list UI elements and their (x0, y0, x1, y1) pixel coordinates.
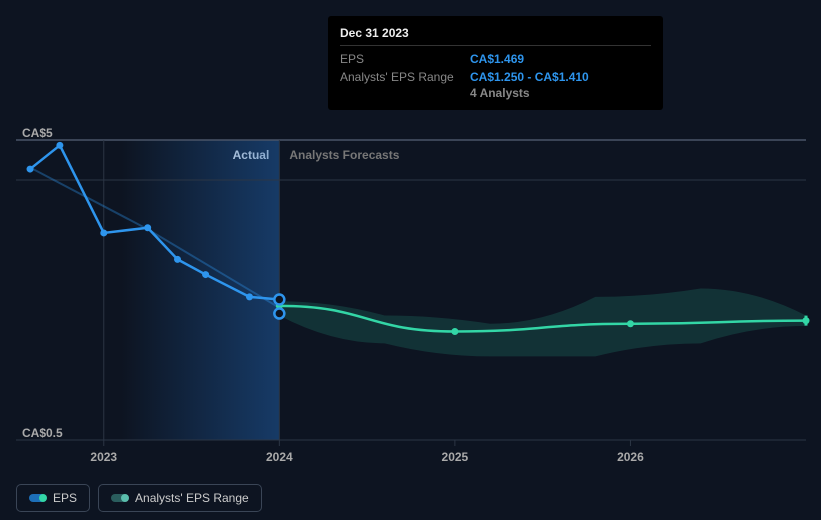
legend-item-eps[interactable]: EPS (16, 484, 90, 512)
x-tick-label: 2025 (442, 450, 469, 464)
legend-swatch-icon (29, 494, 45, 502)
x-tick-label: 2026 (617, 450, 644, 464)
legend-label: EPS (53, 491, 77, 505)
legend-label: Analysts' EPS Range (135, 491, 249, 505)
legend-swatch-icon (111, 494, 127, 502)
chart-legend: EPS Analysts' EPS Range (16, 484, 262, 512)
legend-item-range[interactable]: Analysts' EPS Range (98, 484, 262, 512)
x-tick-label: 2023 (90, 450, 117, 464)
x-axis-labels: 2023 2024 2025 2026 (0, 0, 821, 520)
x-tick-label: 2024 (266, 450, 293, 464)
